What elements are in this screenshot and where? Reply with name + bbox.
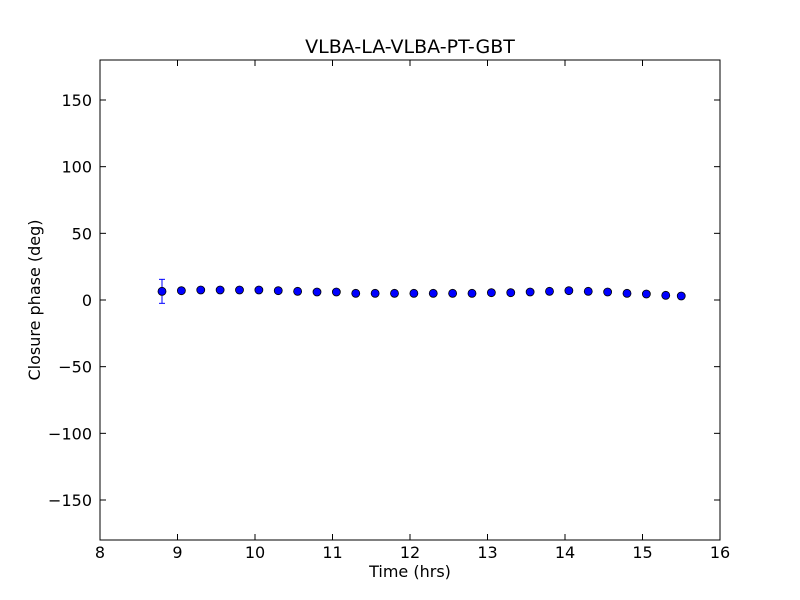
y-tick-label: −150 xyxy=(48,491,92,510)
data-point xyxy=(603,287,613,297)
x-tick-label: 13 xyxy=(477,543,497,562)
data-point xyxy=(254,285,264,295)
y-tick-label: 0 xyxy=(82,291,92,310)
axis-ticks: 8 9 10 11 12 13 14 15 16 150 100 50 0 −50 −100 −150 xyxy=(48,60,730,562)
data-point xyxy=(196,285,206,295)
data-point xyxy=(273,286,283,296)
x-tick-label: 9 xyxy=(172,543,182,562)
data-point xyxy=(428,288,438,298)
data-point xyxy=(661,290,671,300)
data-point xyxy=(641,289,651,299)
data-point xyxy=(564,286,574,296)
x-axis-label: Time (hrs) xyxy=(368,562,451,581)
data-point xyxy=(622,288,632,298)
y-axis-label: Closure phase (deg) xyxy=(25,219,44,380)
data-point xyxy=(583,286,593,296)
data-point xyxy=(215,285,225,295)
plot-area xyxy=(100,60,720,540)
data-point xyxy=(525,287,535,297)
chart-title: VLBA-LA-VLBA-PT-GBT xyxy=(305,36,515,58)
data-point xyxy=(486,288,496,298)
data-point xyxy=(409,288,419,298)
y-tick-label: −50 xyxy=(58,358,92,377)
x-tick-label: 8 xyxy=(95,543,105,562)
data-point xyxy=(293,286,303,296)
x-tick-label: 10 xyxy=(245,543,265,562)
plot-frame xyxy=(99,59,721,541)
data-point xyxy=(370,288,380,298)
x-tick-label: 14 xyxy=(555,543,575,562)
data-point xyxy=(676,291,686,301)
y-tick-label: 150 xyxy=(61,91,92,110)
data-point xyxy=(235,285,244,295)
y-tick-label: 50 xyxy=(72,224,92,243)
x-tick-label: 12 xyxy=(400,543,420,562)
x-tick-label: 11 xyxy=(322,543,342,562)
data-point xyxy=(467,288,477,298)
data-point xyxy=(448,288,458,298)
data-point xyxy=(157,286,167,296)
data-point xyxy=(176,286,186,296)
data-point xyxy=(545,286,554,296)
data-point xyxy=(390,288,399,298)
data-point xyxy=(331,287,341,297)
y-tick-label: 100 xyxy=(61,158,92,177)
x-tick-label: 15 xyxy=(632,543,652,562)
data-point xyxy=(312,287,322,297)
data-series xyxy=(157,278,686,304)
y-tick-label: −100 xyxy=(48,424,92,443)
x-tick-label: 16 xyxy=(710,543,730,562)
data-point xyxy=(506,288,516,298)
data-point xyxy=(351,288,361,298)
